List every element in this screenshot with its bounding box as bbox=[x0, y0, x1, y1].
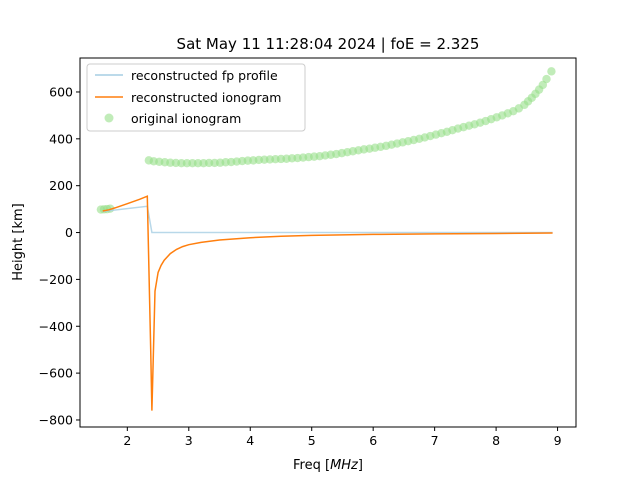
original-ionogram-point bbox=[547, 67, 556, 76]
fp-profile-line bbox=[102, 205, 553, 234]
x-axis: 2 3 4 5 6 7 8 9 bbox=[123, 427, 562, 448]
y-axis: −800 −600 −400 −200 0 200 400 600 bbox=[39, 84, 80, 427]
y-tick-label: −600 bbox=[39, 366, 73, 381]
y-tick-label: 0 bbox=[65, 225, 73, 240]
y-tick-label: 600 bbox=[49, 84, 73, 99]
legend: reconstructed fp profile reconstructed i… bbox=[86, 63, 306, 132]
y-tick-label: 200 bbox=[49, 178, 73, 193]
legend-label-fp-profile: reconstructed fp profile bbox=[131, 68, 278, 83]
x-tick-label: 3 bbox=[185, 433, 193, 448]
x-tick-label: 2 bbox=[123, 433, 131, 448]
x-tick-label: 4 bbox=[246, 433, 254, 448]
legend-box bbox=[86, 63, 306, 132]
legend-label-original: original ionogram bbox=[131, 111, 241, 126]
ionogram-line bbox=[102, 195, 553, 411]
x-tick-label: 5 bbox=[308, 433, 316, 448]
x-tick-label: 6 bbox=[369, 433, 377, 448]
y-tick-label: −800 bbox=[39, 412, 73, 427]
axes-frame bbox=[79, 57, 577, 428]
x-tick-label: 7 bbox=[431, 433, 439, 448]
plot-area bbox=[96, 67, 556, 411]
y-tick-label: −400 bbox=[39, 319, 73, 334]
y-axis-label: Height [km] bbox=[11, 203, 26, 280]
x-tick-label: 8 bbox=[492, 433, 500, 448]
x-tick-label: 9 bbox=[554, 433, 562, 448]
legend-swatch-original bbox=[104, 113, 114, 123]
x-axis-label: Freq [MHz] bbox=[293, 458, 363, 473]
legend-label-ionogram: reconstructed ionogram bbox=[131, 90, 281, 105]
chart-title: Sat May 11 11:28:04 2024 | foE = 2.325 bbox=[177, 35, 480, 53]
original-ionogram-point bbox=[542, 74, 551, 84]
y-tick-label: −200 bbox=[39, 272, 73, 287]
y-tick-label: 400 bbox=[49, 131, 73, 146]
